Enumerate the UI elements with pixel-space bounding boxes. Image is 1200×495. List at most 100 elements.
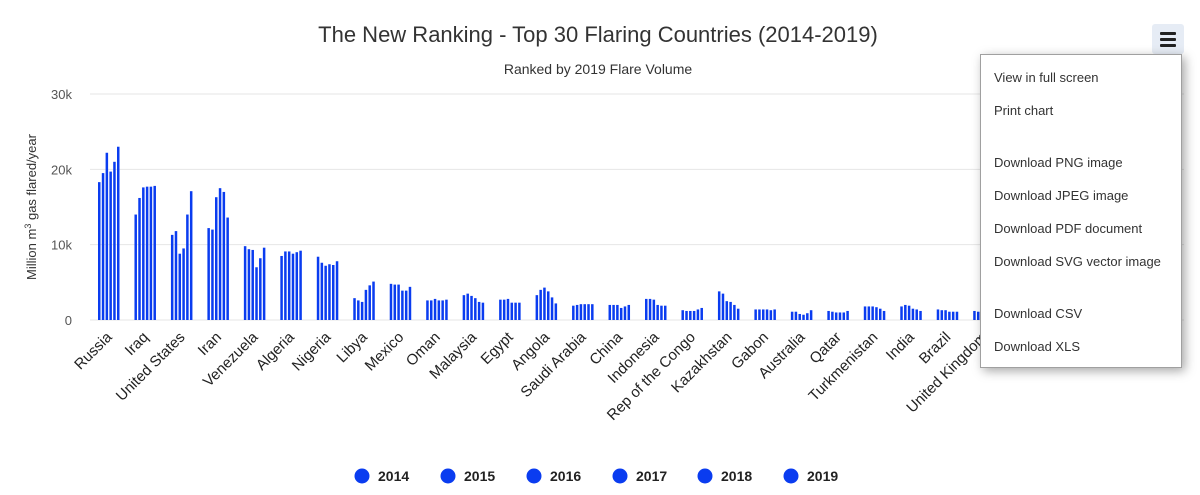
menu-view-full-screen[interactable]: View in full screen	[994, 70, 1099, 85]
bar-2014	[170, 234, 174, 320]
bar-2019	[117, 146, 120, 320]
menu-download-xls[interactable]: Download XLS	[994, 339, 1080, 354]
bar-2015	[357, 300, 360, 320]
bar-2014	[900, 306, 903, 320]
menu-download-pdf[interactable]: Download PDF document	[994, 221, 1143, 236]
bar-2019	[189, 191, 193, 320]
bar-2019	[627, 304, 631, 320]
legend-label-2017[interactable]: 2017	[636, 468, 667, 484]
bar-2019	[591, 304, 594, 320]
chart-menu-button[interactable]	[1152, 24, 1184, 54]
bar-2018	[806, 313, 809, 320]
bar-2019	[664, 305, 667, 320]
legend-label-2014[interactable]: 2014	[378, 468, 409, 484]
bar-2016	[907, 305, 911, 320]
bar-2019	[335, 261, 339, 320]
bar-2019	[809, 310, 813, 320]
bar-2014	[608, 304, 612, 320]
bar-2017	[291, 253, 295, 320]
bar-2019	[736, 308, 740, 320]
bar-2015	[575, 304, 579, 320]
x-category-label: Russia	[71, 328, 116, 373]
y-axis-title: Million m3 gas flared/year	[23, 133, 39, 280]
menu-download-jpeg[interactable]: Download JPEG image	[994, 188, 1129, 203]
bar-2015	[466, 293, 469, 320]
bar-2018	[113, 161, 116, 320]
bar-2016	[652, 299, 656, 320]
bar-2015	[539, 289, 542, 320]
bar-2014	[863, 306, 867, 320]
bar-2014	[790, 311, 794, 320]
bar-2015	[612, 304, 615, 320]
bar-2015	[904, 304, 907, 320]
bar-2015	[502, 299, 506, 320]
bar-2017	[619, 307, 623, 320]
bar-2014	[243, 246, 247, 320]
bar-2018	[404, 290, 408, 320]
legend-label-2019[interactable]: 2019	[807, 468, 838, 484]
bar-2018	[259, 258, 262, 320]
bar-2017	[692, 310, 696, 320]
bar-2016	[834, 312, 838, 320]
bar-2014	[389, 283, 393, 320]
bar-2014	[645, 298, 648, 320]
bar-2015	[284, 251, 287, 320]
menu-download-csv[interactable]: Download CSV	[994, 306, 1083, 321]
legend-marker-2014[interactable]	[354, 468, 370, 484]
bar-2017	[911, 308, 915, 320]
x-category-label: Iran	[195, 329, 225, 359]
legend-marker-2018[interactable]	[697, 468, 713, 484]
bar-2017	[547, 291, 550, 320]
bar-2016	[324, 265, 327, 320]
bar-2016	[944, 310, 947, 320]
legend[interactable]: 2014 2015 2016 2017 2018 2019	[354, 468, 839, 484]
bar-2019	[445, 299, 448, 320]
bar-2019	[882, 310, 886, 320]
bar-2017	[656, 304, 659, 320]
bar-2016	[616, 304, 619, 320]
legend-marker-2019[interactable]	[783, 468, 799, 484]
menu-download-png[interactable]: Download PNG image	[994, 155, 1123, 170]
bar-2018	[550, 297, 554, 320]
bar-2018	[587, 304, 590, 320]
menu-download-svg[interactable]: Download SVG vector image	[994, 254, 1161, 269]
bar-2018	[879, 308, 882, 320]
legend-marker-2016[interactable]	[526, 468, 542, 484]
bar-2019	[408, 286, 412, 320]
legend-label-2018[interactable]: 2018	[721, 468, 752, 484]
bar-2017	[182, 248, 185, 320]
chart-subtitle: Ranked by 2019 Flare Volume	[504, 61, 693, 77]
bar-2014	[207, 228, 210, 320]
bar-2015	[101, 173, 105, 320]
bar-2014	[535, 295, 539, 320]
chart-title: The New Ranking - Top 30 Flaring Countri…	[318, 22, 878, 47]
bar-2019	[153, 185, 156, 320]
y-axis-title-superscript: 3	[23, 224, 33, 229]
bar-2016	[798, 313, 801, 320]
bar-2017	[255, 267, 258, 320]
bar-2014	[280, 255, 283, 320]
legend-marker-2017[interactable]	[612, 468, 628, 484]
bar-2016	[579, 304, 583, 320]
bar-2014	[754, 309, 757, 320]
bar-2018	[915, 309, 918, 320]
bar-2015	[320, 262, 324, 320]
legend-label-2015[interactable]: 2015	[464, 468, 495, 484]
bar-2018	[733, 304, 736, 320]
bar-2017	[765, 309, 769, 320]
x-category-label: Mexico	[362, 329, 408, 375]
bar-2015	[211, 229, 214, 320]
bar-2014	[134, 214, 137, 320]
export-context-menu: View in full screen Print chart Download…	[980, 54, 1182, 368]
bar-2018	[295, 252, 299, 320]
bar-2016	[543, 287, 546, 320]
legend-label-2016[interactable]: 2016	[550, 468, 581, 484]
bar-2016	[762, 309, 765, 320]
bar-2016	[725, 301, 729, 320]
bar-2014	[353, 298, 356, 320]
bar-2018	[842, 312, 846, 320]
legend-marker-2015[interactable]	[440, 468, 456, 484]
bar-2017	[802, 314, 805, 320]
menu-print-chart[interactable]: Print chart	[994, 103, 1054, 118]
bar-2014	[462, 295, 466, 320]
